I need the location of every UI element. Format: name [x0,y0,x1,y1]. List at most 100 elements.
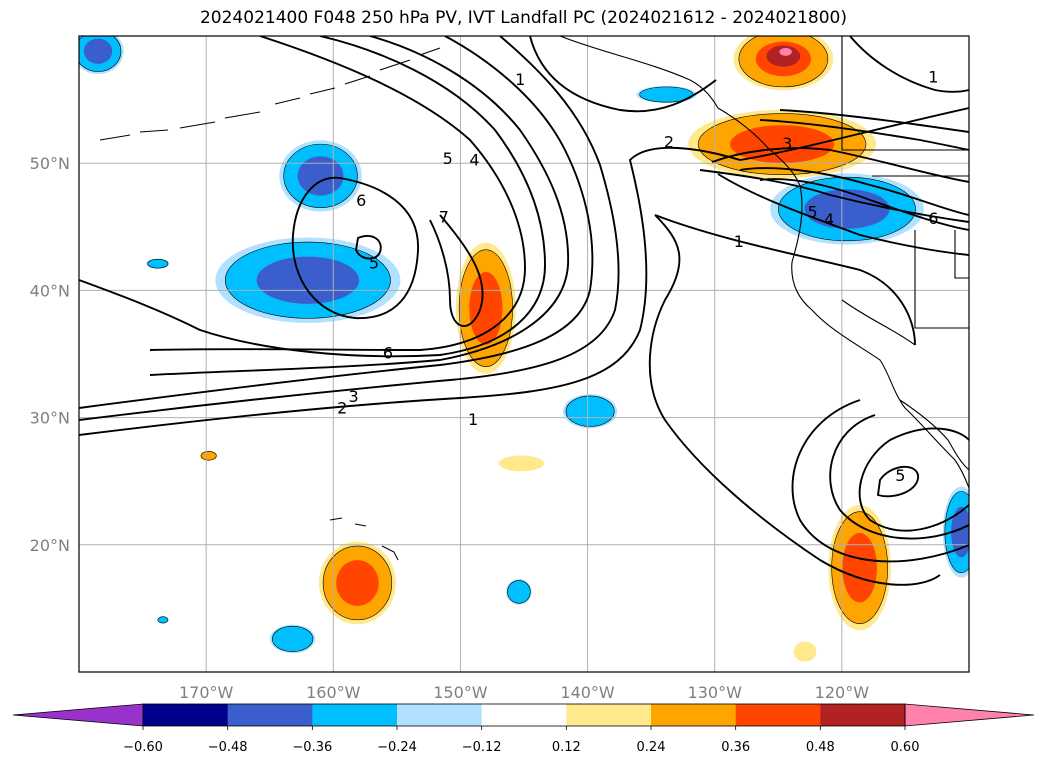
colorbar-tick-label: 0.48 [806,740,835,755]
shaded-region [828,505,891,631]
longitude-tick-label: 160°W [306,683,361,702]
latitude-tick-labels: 50°N 40°N 30°N 20°N [30,154,70,555]
shaded-region [269,624,316,654]
contour-1-east [648,214,941,586]
contour-ne-band-4 [739,167,969,216]
contour-1-east-upper [654,214,916,346]
island-chains [99,47,441,561]
shade-ring-mid [147,258,169,269]
contour-label: 1 [928,68,938,87]
colorbar-tick-label: 0.24 [637,740,666,755]
contour-label: 1 [734,232,744,251]
shaded-region [279,140,362,212]
shaded-region [318,541,396,625]
contour-south-lobe-3 [791,399,969,563]
shade-ring-mid [507,580,531,604]
contour-4 [149,36,569,376]
colorbar-segment [566,704,652,726]
colorbar-segment [143,704,229,726]
colorbar-extend-high [904,703,1035,727]
contour-3 [79,36,594,409]
shade-core [83,38,113,64]
latitude-tick-label: 40°N [30,281,70,300]
contour-label: 5 [443,149,453,168]
shaded-region [733,36,834,91]
contour-5-closed-south [876,465,919,498]
contour-label: 5 [808,203,818,222]
contour-ne-band-2 [711,147,969,183]
shaded-region [563,394,618,429]
colorbar-tick-label: −0.48 [208,740,248,755]
shade-core [730,125,835,164]
contour-ne-band-3 [717,173,969,256]
state-border-3 [914,230,969,329]
shade-core [256,256,360,304]
latitude-tick-label: 50°N [30,154,70,173]
colorbar-segment [397,704,483,726]
shaded-region [770,173,924,245]
colorbar-tick-label: 0.60 [891,740,920,755]
contour-label: 2 [664,133,674,152]
longitude-tick-label: 130°W [688,683,743,702]
colorbar-tick-label: −0.36 [292,740,332,755]
shade-core-inner [766,45,801,67]
contour-label: 3 [349,387,359,406]
shade-ring-mid [200,451,217,461]
state-border-1 [841,36,969,151]
map-title: 2024021400 F048 250 hPa PV, IVT Landfall… [199,8,847,28]
shade-ring-outer [498,455,545,472]
contour-6-closed [291,176,419,319]
longitude-tick-label: 120°W [815,683,870,702]
shade-ring-mid [565,395,615,427]
ivt-contours [79,36,969,586]
colorbar-segment [312,704,398,726]
contour-1-west [79,107,969,436]
contour-ne-band-1 [699,169,969,223]
gridlines [79,36,969,672]
state-border-4 [954,230,969,279]
aleutian-islands [99,47,441,141]
shade-core [336,560,379,606]
shaded-region [498,455,545,472]
shade-core [842,532,877,603]
contour-label: 5 [895,466,905,485]
shaded-region [200,450,218,461]
colorbar-segment [735,704,821,726]
longitude-tick-label: 170°W [179,683,234,702]
contour-label: 6 [383,344,393,363]
contour-south-lobe-1 [858,427,969,532]
contour-label: 3 [782,134,792,153]
contour-ne-high-2 [759,119,969,151]
colorbar-segment [651,704,737,726]
shaded-region [79,36,124,75]
latitude-tick-label: 20°N [30,536,70,555]
shaded-region [636,85,697,104]
shaded-region [942,486,969,578]
latitude-tick-label: 30°N [30,409,70,428]
colorbar-tick-label: 0.36 [721,740,750,755]
state-border-5 [841,299,916,346]
contour-6-outer [149,36,526,351]
colorbar-segment [481,704,567,726]
colorbar-segment [820,704,906,726]
shaded-region [793,641,817,662]
contour-ne-band-5 [759,178,969,231]
contour-7 [429,214,484,327]
colorbar-frame [142,703,906,727]
colorbar-tick-label: −0.12 [462,740,502,755]
contour-ne-high [779,109,969,133]
shade-core [297,156,344,196]
contour-5 [79,36,546,358]
shaded-region [506,579,532,605]
shaded-region [157,616,169,624]
contour-label: 1 [515,70,525,89]
longitude-tick-labels: 170°W 160°W 150°W 140°W 130°W 120°W [179,683,869,702]
shaded-region [146,258,170,269]
contour-5-small [355,235,382,260]
contour-1-north [529,36,717,113]
gulf-of-california-coast [899,399,969,471]
colorbar-segment [227,704,313,726]
shade-peak [779,47,792,56]
